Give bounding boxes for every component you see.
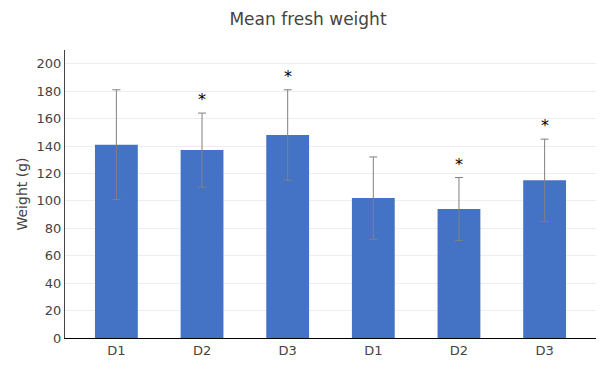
- svg-text:Mean fresh weight: Mean fresh weight: [229, 9, 386, 29]
- svg-text:0: 0: [53, 331, 61, 346]
- svg-text:60: 60: [45, 248, 62, 263]
- svg-text:160: 160: [37, 111, 62, 126]
- svg-text:D3: D3: [279, 343, 297, 358]
- svg-text:20: 20: [45, 303, 62, 318]
- svg-text:D3: D3: [535, 343, 553, 358]
- svg-text:D2: D2: [193, 343, 211, 358]
- svg-text:80: 80: [45, 221, 62, 236]
- svg-text:140: 140: [37, 139, 62, 154]
- svg-text:D2: D2: [450, 343, 468, 358]
- svg-text:*: *: [284, 67, 292, 86]
- svg-text:120: 120: [37, 166, 62, 181]
- svg-text:*: *: [198, 90, 206, 109]
- svg-text:180: 180: [37, 84, 62, 99]
- svg-text:200: 200: [37, 56, 62, 71]
- svg-text:40: 40: [45, 276, 62, 291]
- svg-text:*: *: [541, 116, 549, 135]
- svg-text:*: *: [455, 155, 463, 174]
- svg-text:D1: D1: [107, 343, 125, 358]
- svg-text:D1: D1: [364, 343, 382, 358]
- svg-text:Weight (g): Weight (g): [14, 157, 30, 230]
- svg-text:100: 100: [37, 193, 62, 208]
